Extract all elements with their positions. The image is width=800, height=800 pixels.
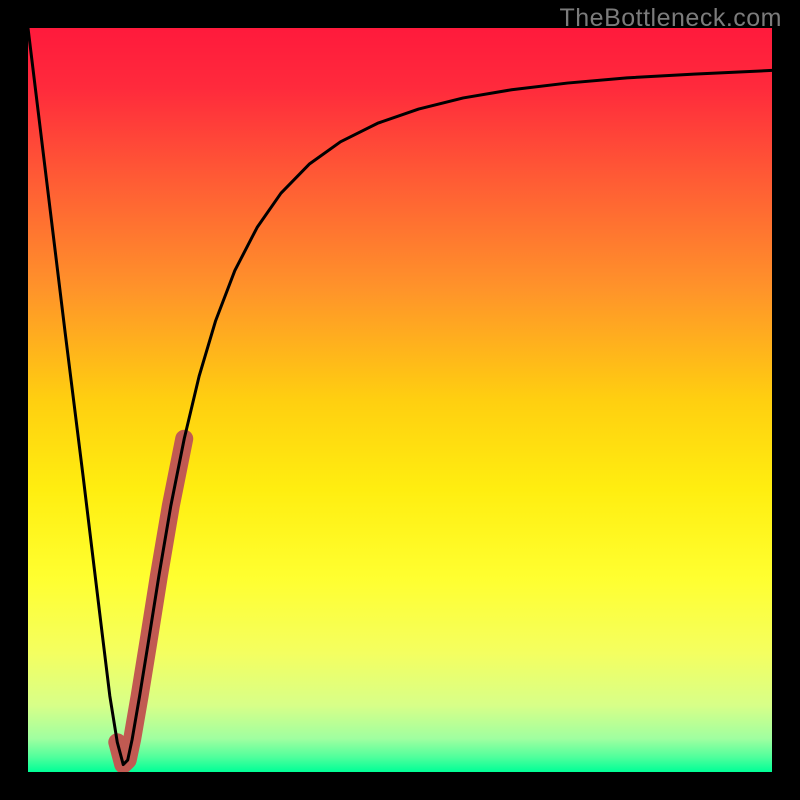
watermark-text: TheBottleneck.com <box>560 4 783 33</box>
chart-svg <box>0 0 800 800</box>
chart-stage: TheBottleneck.com <box>0 0 800 800</box>
